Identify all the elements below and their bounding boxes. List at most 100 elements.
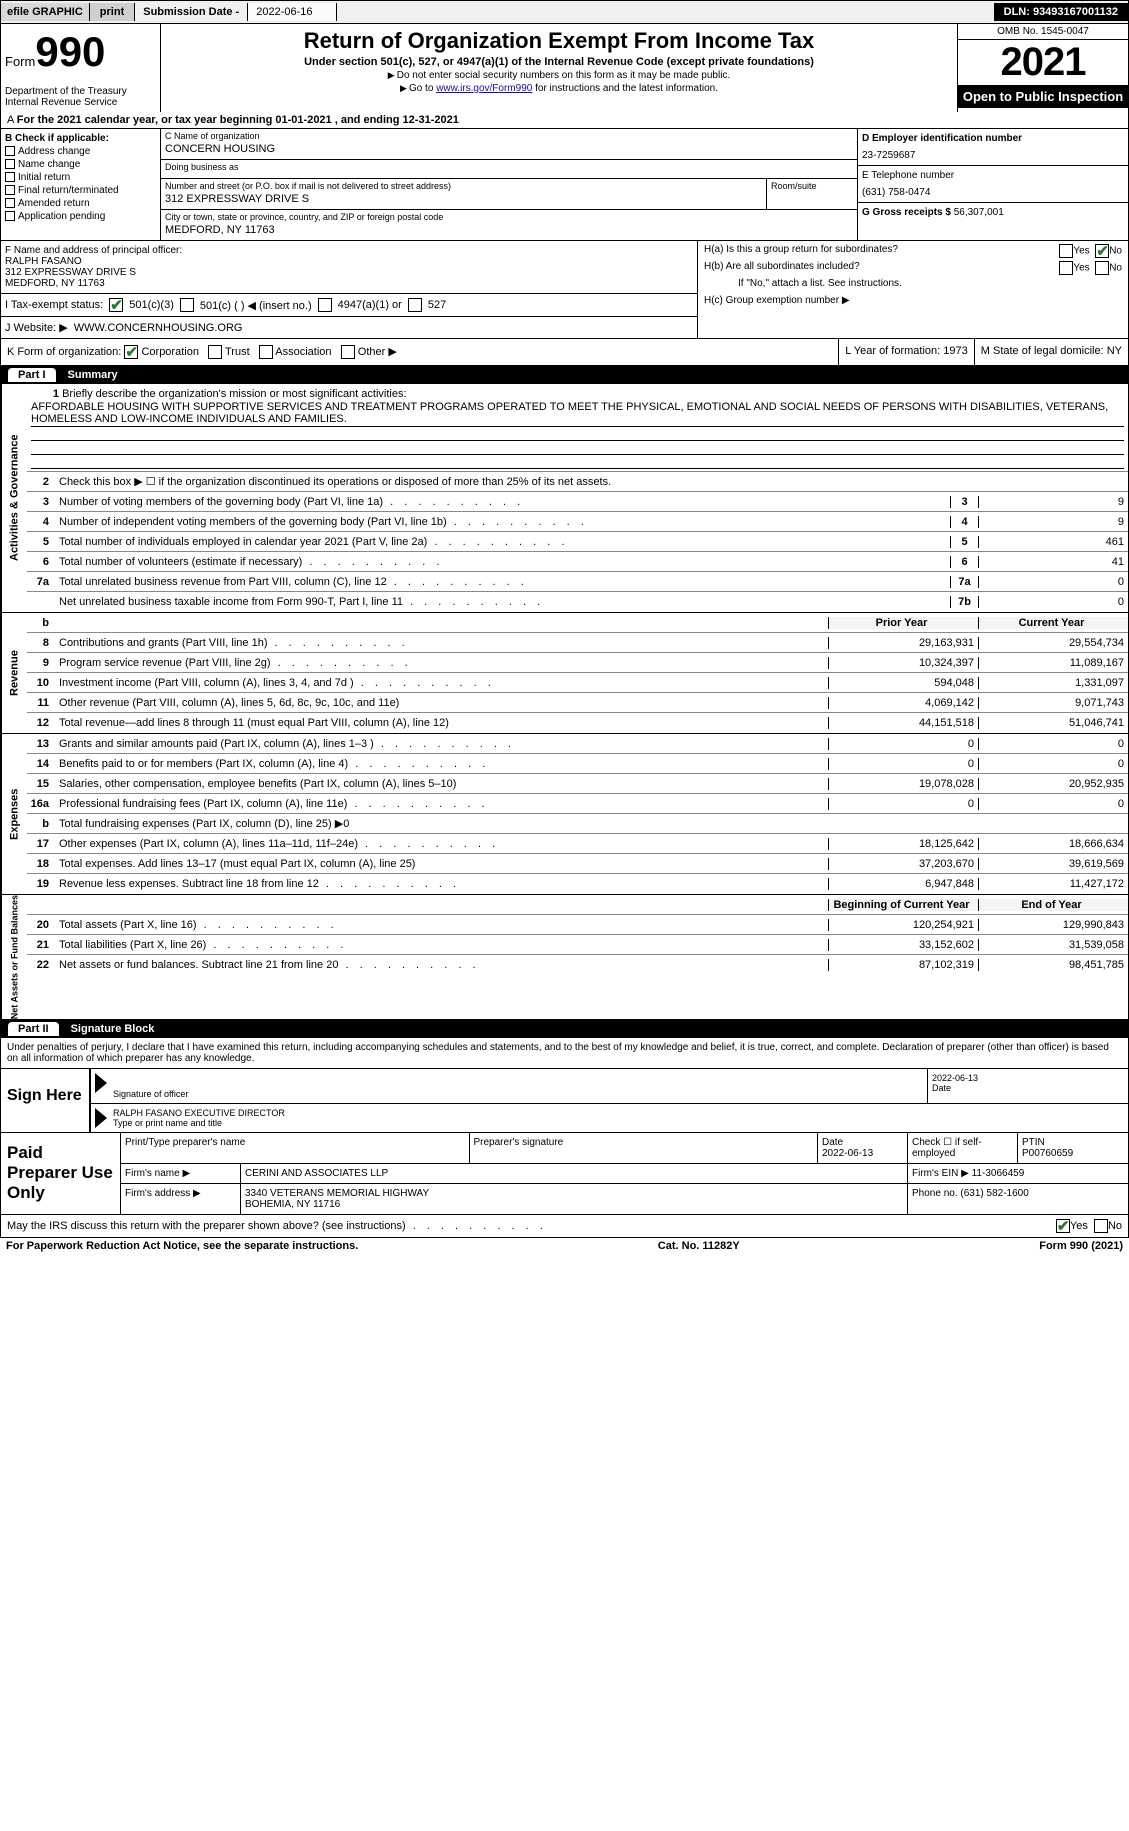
form-subtitle: Under section 501(c), 527, or 4947(a)(1)… — [167, 56, 951, 68]
ptin: P00760659 — [1022, 1148, 1073, 1159]
irs-link[interactable]: www.irs.gov/Form990 — [436, 83, 532, 94]
prep-sig-label: Preparer's signature — [470, 1133, 819, 1163]
website-row: J Website: ▶ WWW.CONCERNHOUSING.ORG — [1, 317, 697, 338]
note-goto-post: for instructions and the latest informat… — [532, 83, 718, 94]
org-name-label: C Name of organization — [161, 129, 857, 143]
line3: 3Number of voting members of the governi… — [27, 492, 1128, 512]
k-other[interactable] — [341, 345, 355, 359]
line15: 15Salaries, other compensation, employee… — [27, 774, 1128, 794]
chk-name-change[interactable]: Name change — [5, 159, 156, 170]
prep-selfemp: Check ☐ if self-employed — [908, 1133, 1018, 1163]
chk-501c3[interactable] — [109, 298, 123, 312]
line20: 20Total assets (Part X, line 16)120,254,… — [27, 915, 1128, 935]
chk-501c[interactable] — [180, 298, 194, 312]
line10: 10Investment income (Part VIII, column (… — [27, 673, 1128, 693]
side-expenses: Expenses — [1, 734, 27, 894]
efile-label: efile GRAPHIC — [1, 3, 90, 21]
top-bar: efile GRAPHIC print Submission Date - 20… — [0, 0, 1129, 24]
line7a: 7aTotal unrelated business revenue from … — [27, 572, 1128, 592]
ein: 23-7259687 — [862, 150, 1124, 161]
chk-amended-return[interactable]: Amended return — [5, 198, 156, 209]
prep-date: 2022-06-13 — [822, 1148, 873, 1159]
street: 312 EXPRESSWAY DRIVE S — [161, 193, 766, 209]
k-trust[interactable] — [208, 345, 222, 359]
telephone: (631) 758-0474 — [862, 187, 1124, 198]
sig-date-label: Date — [932, 1083, 951, 1093]
firm-address: 3340 VETERANS MEMORIAL HIGHWAY — [245, 1188, 429, 1199]
line12: 12Total revenue—add lines 8 through 11 (… — [27, 713, 1128, 733]
print-button[interactable]: print — [90, 3, 135, 21]
line11: 11Other revenue (Part VIII, column (A), … — [27, 693, 1128, 713]
row-m: M State of legal domicile: NY — [974, 339, 1128, 365]
discuss-yes[interactable] — [1056, 1219, 1070, 1233]
arrow-icon — [95, 1108, 107, 1128]
row-a-taxyear: A For the 2021 calendar year, or tax yea… — [0, 112, 1129, 129]
hb-label: H(b) Are all subordinates included? — [704, 261, 860, 272]
discuss-no[interactable] — [1094, 1219, 1108, 1233]
line21: 21Total liabilities (Part X, line 26)33,… — [27, 935, 1128, 955]
room-label: Room/suite — [767, 179, 857, 193]
side-netassets: Net Assets or Fund Balances — [1, 895, 27, 1019]
sig-officer-label: Signature of officer — [113, 1089, 188, 1099]
prep-name-label: Print/Type preparer's name — [121, 1133, 470, 1163]
line13: 13Grants and similar amounts paid (Part … — [27, 734, 1128, 754]
officer-name-label: Type or print name and title — [113, 1118, 222, 1128]
line9: 9Program service revenue (Part VIII, lin… — [27, 653, 1128, 673]
gross-label: G Gross receipts $ — [862, 207, 951, 218]
principal-officer: F Name and address of principal officer:… — [1, 241, 697, 294]
firm-name: CERINI AND ASSOCIATES LLP — [241, 1164, 908, 1183]
hb-yes[interactable] — [1059, 261, 1073, 275]
side-activities: Activities & Governance — [1, 384, 27, 612]
arrow-icon — [95, 1073, 107, 1093]
line16b: bTotal fundraising expenses (Part IX, co… — [27, 814, 1128, 834]
tax-year: 2021 — [958, 40, 1128, 85]
line18: 18Total expenses. Add lines 13–17 (must … — [27, 854, 1128, 874]
submission-date: 2022-06-16 — [247, 3, 337, 21]
website: WWW.CONCERNHOUSING.ORG — [74, 322, 243, 334]
hb-note: If "No," attach a list. See instructions… — [698, 275, 1128, 292]
chk-527[interactable] — [408, 298, 422, 312]
tel-label: E Telephone number — [862, 170, 1124, 181]
page-footer: For Paperwork Reduction Act Notice, see … — [0, 1238, 1129, 1254]
penalties-text: Under penalties of perjury, I declare th… — [1, 1038, 1128, 1069]
chk-initial-return[interactable]: Initial return — [5, 172, 156, 183]
chk-address-change[interactable]: Address change — [5, 146, 156, 157]
chk-4947a1[interactable] — [318, 298, 332, 312]
form-number: 990 — [35, 28, 105, 75]
row-k: K Form of organization: Corporation Trus… — [1, 339, 838, 365]
firm-phone: (631) 582-1600 — [960, 1188, 1028, 1199]
col-b-checkboxes: B Check if applicable: Address change Na… — [1, 129, 161, 240]
firm-ein: 11-3066459 — [972, 1168, 1025, 1179]
k-assoc[interactable] — [259, 345, 273, 359]
line14: 14Benefits paid to or for members (Part … — [27, 754, 1128, 774]
line22: 22Net assets or fund balances. Subtract … — [27, 955, 1128, 975]
tax-exempt-status: I Tax-exempt status: 501(c)(3) 501(c) ( … — [1, 294, 697, 317]
ha-no[interactable] — [1095, 244, 1109, 258]
line4: 4Number of independent voting members of… — [27, 512, 1128, 532]
ha-yes[interactable] — [1059, 244, 1073, 258]
form-header: Form990 Department of the Treasury Inter… — [0, 24, 1129, 112]
hc-label: H(c) Group exemption number ▶ — [698, 292, 1128, 309]
ein-label: D Employer identification number — [862, 133, 1124, 144]
chk-final-return[interactable]: Final return/terminated — [5, 185, 156, 196]
paid-preparer-label: Paid Preparer Use Only — [1, 1133, 121, 1214]
line5: 5Total number of individuals employed in… — [27, 532, 1128, 552]
dept-label: Department of the Treasury Internal Reve… — [5, 86, 156, 108]
hb-no[interactable] — [1095, 261, 1109, 275]
city-label: City or town, state or province, country… — [161, 210, 857, 224]
sig-date: 2022-06-13 — [932, 1073, 1124, 1083]
line8: 8Contributions and grants (Part VIII, li… — [27, 633, 1128, 653]
chk-application-pending[interactable]: Application pending — [5, 211, 156, 222]
line19: 19Revenue less expenses. Subtract line 1… — [27, 874, 1128, 894]
dln: DLN: 93493167001132 — [994, 3, 1128, 21]
submission-date-label: Submission Date - — [135, 3, 247, 21]
org-name: CONCERN HOUSING — [161, 143, 857, 159]
open-to-public: Open to Public Inspection — [958, 85, 1128, 108]
sign-here-label: Sign Here — [1, 1069, 91, 1132]
line16a: 16aProfessional fundraising fees (Part I… — [27, 794, 1128, 814]
k-corp[interactable] — [124, 345, 138, 359]
line1-mission: 1 Briefly describe the organization's mi… — [27, 384, 1128, 472]
row-l: L Year of formation: 1973 — [838, 339, 974, 365]
side-revenue: Revenue — [1, 613, 27, 733]
form-prefix: Form — [5, 54, 35, 69]
